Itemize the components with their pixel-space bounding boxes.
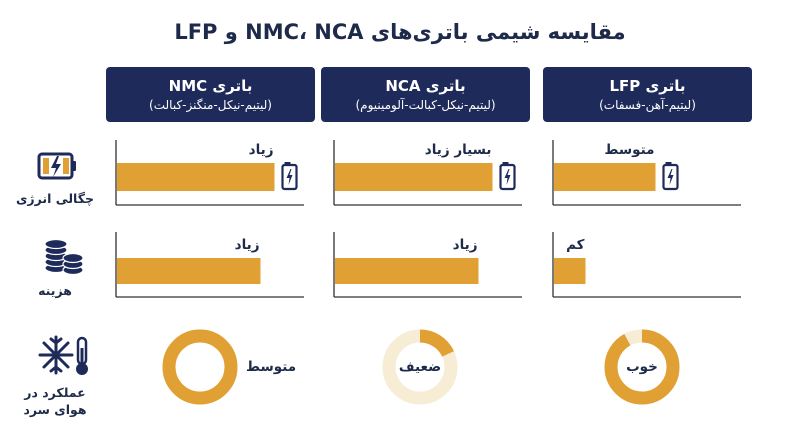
gauge-label: متوسط: [246, 359, 297, 375]
battery-charging-icon: [37, 152, 76, 180]
battery-charging-icon: [499, 162, 516, 191]
row-label-energy: چگالی انرژی: [15, 191, 95, 206]
bar-energy-nca: [335, 163, 493, 191]
gauge-nca: [382, 329, 458, 405]
bar-label: زیاد: [248, 142, 274, 158]
bar-label: کم: [566, 237, 585, 253]
column-header-nca: باتری NCA (لیتیم-نیکل-کبالت-آلومینیوم): [321, 67, 530, 122]
column-header-lfp: باتری LFP (لیتیم-آهن-فسفات): [543, 67, 752, 122]
gauge-nmc: [162, 329, 238, 405]
column-title: باتری NMC: [168, 76, 253, 95]
column-subtitle: (لیتیم-نیکل-کبالت-آلومینیوم): [355, 97, 496, 112]
column-subtitle: (لیتیم-نیکل-منگنز-کبالت): [149, 97, 272, 112]
column-title: باتری LFP: [609, 76, 686, 95]
snowflake-thermometer-icon: [38, 335, 88, 375]
battery-charging-icon: [281, 162, 298, 191]
page-title: مقایسه شیمی باتری‌های NMC، NCA و LFP: [174, 20, 626, 44]
bar-label: متوسط: [604, 142, 655, 158]
gauge-label: ضعیف: [398, 359, 442, 375]
row-label-cold-line2: هوای سرد: [23, 402, 87, 417]
bar-energy-nmc: [117, 163, 275, 191]
bar-label: زیاد: [234, 237, 260, 253]
bar-label: بسیار زیاد: [424, 142, 492, 158]
column-subtitle: (لیتیم-آهن-فسفات): [599, 97, 696, 112]
column-title: باتری NCA: [385, 76, 466, 95]
row-label-cold-line1: عملکرد در: [24, 385, 86, 400]
bar-cost-lfp: [554, 258, 586, 284]
bar-cost-nmc: [117, 258, 261, 284]
gauge-label: خوب: [626, 359, 658, 375]
battery-charging-icon: [662, 162, 679, 191]
bar-energy-lfp: [554, 163, 656, 191]
row-label-cost: هزینه: [38, 283, 72, 298]
column-header-nmc: باتری NMC (لیتیم-نیکل-منگنز-کبالت): [106, 67, 315, 122]
gauge-lfp: [604, 329, 680, 405]
bar-cost-nca: [335, 258, 479, 284]
coin-stack-icon: [44, 238, 84, 276]
bar-label: زیاد: [452, 237, 478, 253]
